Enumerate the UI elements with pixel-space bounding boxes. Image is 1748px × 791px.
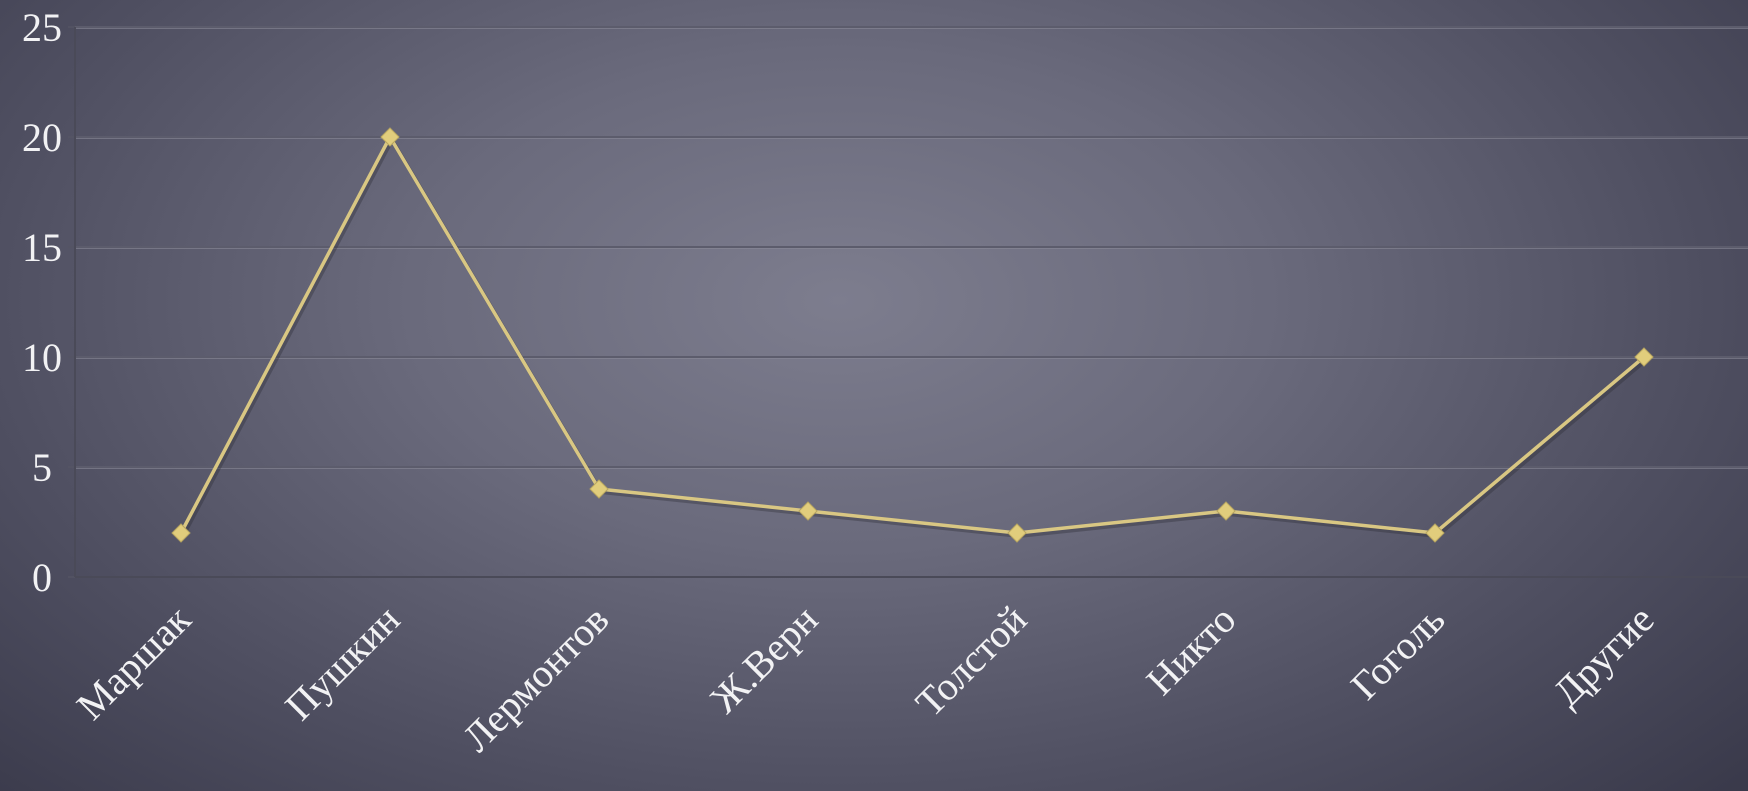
- data-point: [1007, 523, 1027, 543]
- x-tick-label: Маршак: [68, 596, 200, 728]
- y-axis: 0 5 10 15 20 25: [22, 5, 76, 600]
- x-axis: Маршак Пушкин Лермонтов Ж.Верн Толстой Никто Г…: [68, 596, 1663, 760]
- y-tick-label: 10: [22, 335, 62, 380]
- data-point: [1425, 523, 1445, 543]
- data-point: [589, 479, 609, 499]
- gridlines: [75, 26, 1748, 578]
- x-tick-label: Толстой: [907, 597, 1036, 726]
- series-layer: [171, 127, 1654, 543]
- x-tick-label: Пушкин: [276, 597, 408, 729]
- data-point: [1634, 347, 1654, 367]
- x-tick-label: Никто: [1137, 597, 1244, 704]
- y-tick-label: 0: [32, 555, 52, 600]
- series-line: [179, 135, 1646, 535]
- data-point: [171, 523, 191, 543]
- data-point: [1216, 501, 1236, 521]
- x-tick-label: Другие: [1544, 597, 1662, 715]
- y-tick-label: 20: [22, 115, 62, 160]
- x-tick-label: Лермонтов: [454, 597, 618, 761]
- data-point: [380, 127, 400, 147]
- y-tick-label: 15: [22, 225, 62, 270]
- y-tick-label: 5: [32, 445, 52, 490]
- x-tick-label: Ж.Верн: [701, 597, 826, 722]
- x-tick-label: Гоголь: [1342, 597, 1454, 709]
- y-tick-label: 25: [22, 5, 62, 50]
- series-line-shadow: [181, 135, 1648, 539]
- data-point: [798, 501, 818, 521]
